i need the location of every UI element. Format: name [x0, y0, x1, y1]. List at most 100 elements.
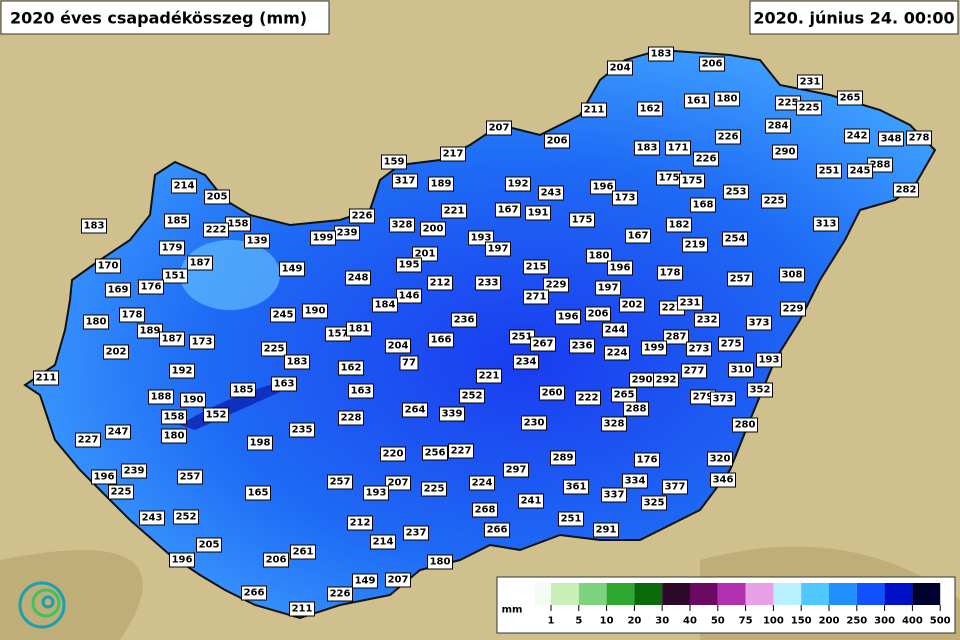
station-box	[204, 189, 230, 205]
station-value: 248	[348, 273, 369, 284]
station-value: 231	[800, 77, 821, 88]
station-value: 257	[330, 477, 351, 488]
timestamp-box	[749, 0, 959, 35]
station-box	[710, 391, 736, 407]
station-value: 235	[292, 425, 313, 436]
station-box	[728, 362, 754, 378]
station-value: 221	[444, 206, 465, 217]
station-value: 197	[488, 244, 509, 255]
station-box	[33, 370, 59, 386]
station-value: 234	[516, 357, 537, 368]
station-box	[503, 462, 529, 478]
station-value: 373	[713, 394, 734, 405]
station-box	[495, 202, 521, 218]
station-box	[637, 101, 663, 117]
station-box	[289, 601, 315, 617]
station-value: 361	[566, 482, 587, 493]
station-value: 334	[625, 476, 646, 487]
station-box	[581, 102, 607, 118]
station-value: 165	[248, 488, 269, 499]
station-box	[563, 479, 589, 495]
station-value: 206	[588, 309, 609, 320]
station-value: 149	[355, 576, 376, 587]
station-value: 227	[78, 435, 99, 446]
station-box	[196, 537, 222, 553]
station-value: 247	[108, 427, 129, 438]
station-box	[261, 341, 287, 357]
station-value: 320	[710, 454, 731, 465]
legend-swatch	[773, 583, 802, 605]
station-value: 313	[816, 219, 837, 230]
station-box	[746, 315, 772, 331]
station-box	[521, 415, 547, 431]
station-box	[772, 144, 798, 160]
station-box	[694, 312, 720, 328]
station-value: 175	[659, 173, 680, 184]
station-value: 317	[395, 176, 416, 187]
station-box	[263, 552, 289, 568]
station-box	[590, 179, 616, 195]
station-box	[544, 133, 570, 149]
station-value: 162	[341, 363, 362, 374]
station-box	[173, 509, 199, 525]
station-box	[653, 372, 679, 388]
station-value: 149	[282, 264, 303, 275]
station-box	[779, 267, 805, 283]
station-box	[349, 208, 375, 224]
station-box	[245, 485, 271, 501]
station-box	[686, 341, 712, 357]
station-value: 268	[475, 505, 496, 516]
station-value: 204	[610, 63, 631, 74]
station-value: 241	[521, 496, 542, 507]
station-value: 168	[693, 200, 714, 211]
station-value: 225	[111, 487, 132, 498]
station-value: 310	[731, 365, 752, 376]
station-box	[139, 510, 165, 526]
legend-swatch	[801, 583, 829, 605]
station-box	[180, 392, 206, 408]
station-value: 178	[660, 268, 681, 279]
station-box	[690, 197, 716, 213]
station-box	[530, 336, 556, 352]
station-box	[402, 402, 428, 418]
station-box	[622, 473, 648, 489]
legend-tick-label: 1	[548, 616, 555, 627]
station-value: 260	[542, 388, 563, 399]
station-box	[523, 289, 549, 305]
station-box	[472, 502, 498, 518]
station-value: 167	[628, 231, 649, 242]
station-value: 185	[167, 216, 188, 227]
station-value: 201	[415, 249, 436, 260]
station-value: 207	[388, 478, 409, 489]
station-box	[723, 184, 749, 200]
station-value: 252	[176, 512, 197, 523]
station-value: 206	[702, 59, 723, 70]
station-value: 193	[366, 488, 387, 499]
station-value: 198	[250, 438, 271, 449]
station-value: 196	[610, 263, 631, 274]
station-box	[722, 231, 748, 247]
station-box	[428, 332, 454, 348]
station-box	[427, 554, 453, 570]
station-box	[270, 307, 296, 323]
station-box	[399, 355, 419, 371]
station-value: 202	[622, 300, 643, 311]
station-value: 190	[183, 395, 204, 406]
station-box	[601, 416, 627, 432]
station-value: 146	[399, 291, 420, 302]
station-box	[699, 56, 725, 72]
station-value: 166	[431, 335, 452, 346]
station-box	[484, 522, 510, 538]
station-value: 180	[430, 557, 451, 568]
station-value: 207	[388, 575, 409, 586]
station-box	[523, 259, 549, 275]
station-box	[347, 515, 373, 531]
station-value: 288	[870, 160, 891, 171]
station-box	[244, 233, 270, 249]
station-value: 284	[768, 121, 789, 132]
station-value: 245	[273, 310, 294, 321]
station-value: 266	[244, 588, 265, 599]
station-value: 257	[730, 274, 751, 285]
station-value: 256	[425, 448, 446, 459]
legend-tick-label: 150	[791, 616, 812, 627]
